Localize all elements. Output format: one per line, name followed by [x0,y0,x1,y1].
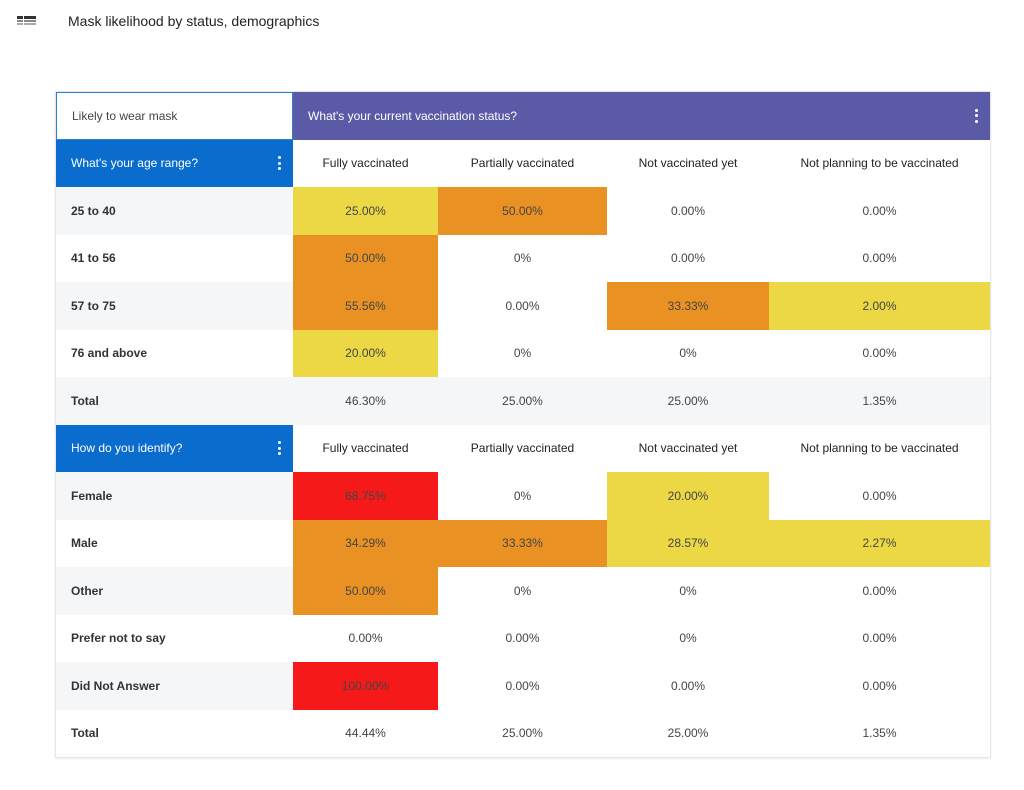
column-header: Not planning to be vaccinated [800,156,959,171]
section-header-row: How do you identify? Fully vaccinated Part… [56,424,990,472]
column-question-header: What's your current vaccination status? [293,92,990,140]
value-cell: 0.00% [505,631,540,646]
value-cell: 0.00% [505,678,540,693]
value-cell: 0.00% [862,346,897,361]
measure-label: Likely to wear mask [56,92,293,140]
column-question-row: Likely to wear mask What's your current … [56,92,990,140]
row-label: 41 to 56 [71,251,116,266]
row-label: Prefer not to say [71,631,166,646]
column-header: Fully vaccinated [322,156,409,171]
table-row: Male 34.29% 33.33% 28.57% 2.27% [56,519,990,567]
column-header: Fully vaccinated [322,441,409,456]
value-cell: 44.44% [345,726,386,741]
row-label: Female [56,472,293,520]
value-cell: 50.00% [293,234,438,282]
table-row: 25 to 40 25.00% 50.00% 0.00% 0.00% [56,187,990,235]
value-cell: 0% [513,346,532,361]
column-header: Partially vaccinated [470,156,575,171]
value-cell: 50.00% [293,567,438,615]
value-cell: 0.00% [670,203,706,218]
value-cell: 28.57% [607,519,769,567]
value-cell: 0.00% [862,583,897,598]
value-cell: 0.00% [862,251,897,266]
column-header: Not vaccinated yet [638,441,738,456]
value-cell: 0% [679,346,697,361]
more-options-icon[interactable] [277,441,281,456]
row-question-label: What's your age range? [71,156,199,171]
value-cell: 0% [679,583,697,598]
value-cell: 20.00% [293,329,438,377]
value-cell: 0% [513,583,532,598]
section-header-row: What's your age range? Fully vaccinated Pa… [56,139,990,187]
value-cell: 46.30% [293,377,438,425]
value-cell: 0.00% [670,678,706,693]
row-label: Other [56,567,293,615]
value-cell: 68.75% [293,472,438,520]
row-label: Did Not Answer [56,662,293,710]
table-row: Prefer not to say 0.00% 0.00% 0% 0.00% [56,615,990,663]
widget-title: Mask likelihood by status, demographics [68,13,320,29]
value-cell: 25.00% [667,726,709,741]
value-cell: 100.00% [293,662,438,710]
table-row: Total 46.30% 25.00% 25.00% 1.35% [56,377,990,425]
row-question-label: How do you identify? [71,441,183,456]
row-label: Male [71,536,98,551]
more-options-icon[interactable] [277,156,281,171]
table-row: Female 68.75% 0% 20.00% 0.00% [56,472,990,520]
value-cell: 1.35% [862,726,897,741]
top-bar: Mask likelihood by status, demographics [0,0,1024,44]
value-cell: 0.00% [862,488,897,503]
value-cell: 0% [513,251,532,266]
column-question-label: What's your current vaccination status? [308,108,518,123]
value-cell: 20.00% [607,472,769,520]
column-header: Not planning to be vaccinated [800,441,959,456]
column-header: Partially vaccinated [470,441,575,456]
value-cell: 2.27% [769,519,990,567]
row-question-header: How do you identify? [56,424,293,472]
table-row: Other 50.00% 0% 0% 0.00% [56,567,990,615]
value-cell: 25.00% [607,377,769,425]
column-header: Not vaccinated yet [638,156,738,171]
value-cell: 0.00% [862,203,897,218]
row-label: 57 to 75 [56,282,293,330]
table-row: Total 44.44% 25.00% 25.00% 1.35% [56,710,990,758]
value-cell: 0.00% [862,678,897,693]
row-question-header: What's your age range? [56,139,293,187]
value-cell: 0.00% [505,298,540,313]
value-cell: 0% [513,488,532,503]
value-cell: 2.00% [769,282,990,330]
value-cell: 55.56% [293,282,438,330]
value-cell: 1.35% [769,377,990,425]
table-row: 57 to 75 55.56% 0.00% 33.33% 2.00% [56,282,990,330]
table-row: 76 and above 20.00% 0% 0% 0.00% [56,329,990,377]
table-row: Did Not Answer 100.00% 0.00% 0.00% 0.00% [56,662,990,710]
value-cell: 25.00% [438,377,607,425]
value-cell: 25.00% [293,187,438,235]
value-cell: 33.33% [438,519,607,567]
value-cell: 0.00% [670,251,706,266]
more-options-icon[interactable] [974,108,978,123]
table-icon [17,16,36,26]
value-cell: 0% [679,631,697,646]
value-cell: 0.00% [862,631,897,646]
table-row: 41 to 56 50.00% 0% 0.00% 0.00% [56,234,990,282]
crosstab-table: Likely to wear mask What's your current … [55,91,991,758]
value-cell: 33.33% [607,282,769,330]
value-cell: 0.00% [348,631,383,646]
row-label: Total [56,377,293,425]
value-cell: 34.29% [293,519,438,567]
row-label: Total [71,726,99,741]
value-cell: 50.00% [438,187,607,235]
value-cell: 25.00% [502,726,543,741]
row-label: 76 and above [71,346,148,361]
row-label: 25 to 40 [56,187,293,235]
